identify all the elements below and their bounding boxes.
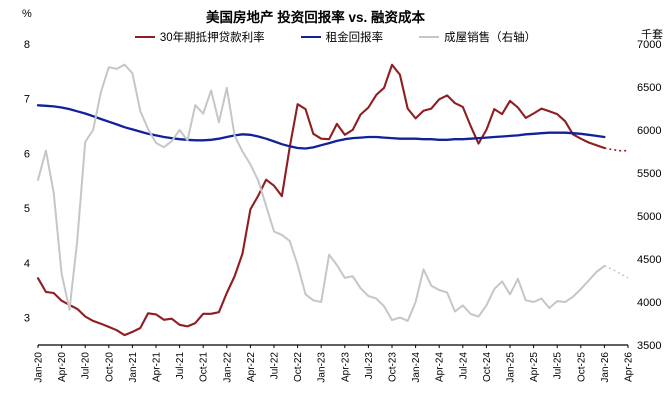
legend-label-existing-home-sales: 成屋销售（右轴） (444, 32, 537, 44)
svg-text:Oct-24: Oct-24 (482, 352, 493, 382)
svg-text:Oct-21: Oct-21 (199, 352, 210, 382)
mortgage-rate-line-swatch (134, 35, 155, 39)
svg-text:5500: 5500 (637, 168, 661, 180)
svg-text:Jul-20: Jul-20 (81, 352, 92, 380)
svg-text:Jan-25: Jan-25 (506, 352, 517, 383)
svg-text:Apr-21: Apr-21 (152, 352, 163, 382)
svg-text:5000: 5000 (637, 211, 661, 223)
svg-text:Oct-20: Oct-20 (104, 352, 115, 382)
svg-text:7000: 7000 (637, 39, 661, 51)
svg-text:Apr-25: Apr-25 (529, 352, 540, 382)
svg-text:5: 5 (24, 203, 30, 215)
svg-text:6500: 6500 (637, 82, 661, 94)
legend: 30年期抵押贷款利率 租金回报率 成屋销售（右轴） (30, 29, 641, 45)
chart-title: 美国房地产 投资回报率 vs. 融资成本 (205, 10, 426, 25)
svg-text:Apr-24: Apr-24 (435, 352, 446, 382)
left-axis-unit: % (22, 8, 32, 20)
svg-text:Jul-21: Jul-21 (175, 352, 186, 380)
svg-text:Jul-23: Jul-23 (364, 352, 375, 380)
svg-text:3: 3 (24, 313, 30, 325)
svg-text:Jan-23: Jan-23 (317, 352, 328, 383)
svg-text:Oct-23: Oct-23 (388, 352, 399, 382)
svg-text:Apr-26: Apr-26 (624, 352, 635, 382)
svg-text:6000: 6000 (637, 125, 661, 137)
svg-text:6: 6 (24, 148, 30, 160)
svg-text:Jan-24: Jan-24 (411, 352, 422, 383)
legend-item-existing-home-sales: 成屋销售（右轴） (419, 29, 536, 45)
svg-text:7: 7 (24, 94, 30, 106)
svg-text:Jan-22: Jan-22 (222, 352, 233, 383)
svg-text:4500: 4500 (637, 254, 661, 266)
svg-text:Jan-20: Jan-20 (34, 352, 45, 383)
svg-text:Jan-26: Jan-26 (600, 352, 611, 383)
svg-text:Oct-22: Oct-22 (293, 352, 304, 382)
svg-text:4000: 4000 (637, 297, 661, 309)
existing-home-sales-line-swatch (419, 35, 440, 39)
legend-item-mortgage-rate: 30年期抵押贷款利率 (134, 29, 265, 45)
svg-text:Jan-21: Jan-21 (128, 352, 139, 383)
rental-yield-line-swatch (300, 35, 321, 39)
svg-text:Apr-20: Apr-20 (57, 352, 68, 382)
svg-text:Apr-23: Apr-23 (340, 352, 351, 382)
svg-text:3500: 3500 (637, 340, 661, 352)
legend-label-rental-yield: 租金回报率 (325, 32, 384, 44)
svg-text:Jul-25: Jul-25 (553, 352, 564, 380)
svg-text:Jul-22: Jul-22 (270, 352, 281, 380)
svg-text:Jul-24: Jul-24 (458, 352, 469, 380)
right-axis-unit: 千套 (641, 29, 663, 41)
svg-text:4: 4 (24, 258, 30, 270)
svg-text:Apr-22: Apr-22 (246, 352, 257, 382)
legend-item-rental-yield: 租金回报率 (300, 29, 384, 45)
svg-text:8: 8 (24, 39, 30, 51)
legend-label-mortgage-rate: 30年期抵押贷款利率 (159, 32, 265, 44)
svg-text:Oct-25: Oct-25 (576, 352, 587, 382)
